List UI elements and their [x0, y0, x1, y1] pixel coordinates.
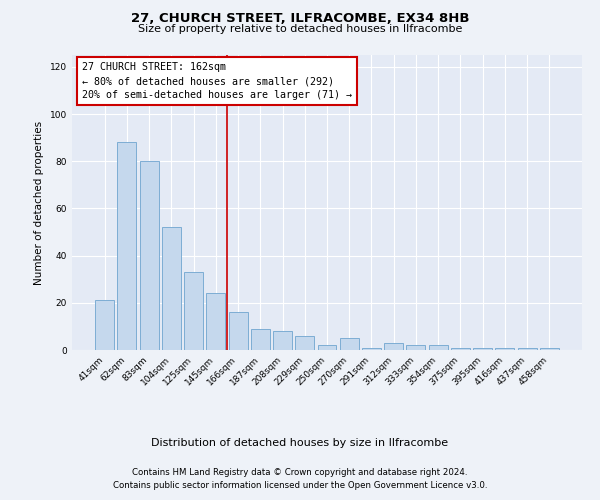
Bar [162, 228, 181, 350]
Bar [451, 348, 470, 350]
Bar [362, 348, 381, 350]
Bar [518, 348, 536, 350]
Bar [317, 346, 337, 350]
Bar [473, 348, 492, 350]
Bar [295, 336, 314, 350]
Bar [273, 331, 292, 350]
Bar [229, 312, 248, 350]
Bar [251, 329, 270, 350]
Bar [429, 346, 448, 350]
Text: Contains HM Land Registry data © Crown copyright and database right 2024.: Contains HM Land Registry data © Crown c… [132, 468, 468, 477]
Text: Contains public sector information licensed under the Open Government Licence v3: Contains public sector information licen… [113, 480, 487, 490]
Bar [184, 272, 203, 350]
Bar [118, 142, 136, 350]
Text: 27, CHURCH STREET, ILFRACOMBE, EX34 8HB: 27, CHURCH STREET, ILFRACOMBE, EX34 8HB [131, 12, 469, 26]
Bar [206, 294, 225, 350]
Bar [95, 300, 114, 350]
Text: 27 CHURCH STREET: 162sqm
← 80% of detached houses are smaller (292)
20% of semi-: 27 CHURCH STREET: 162sqm ← 80% of detach… [82, 62, 352, 100]
Bar [406, 346, 425, 350]
Bar [540, 348, 559, 350]
Text: Size of property relative to detached houses in Ilfracombe: Size of property relative to detached ho… [138, 24, 462, 34]
Bar [340, 338, 359, 350]
Bar [384, 343, 403, 350]
Bar [140, 161, 158, 350]
Bar [496, 348, 514, 350]
Y-axis label: Number of detached properties: Number of detached properties [34, 120, 44, 284]
Text: Distribution of detached houses by size in Ilfracombe: Distribution of detached houses by size … [151, 438, 449, 448]
